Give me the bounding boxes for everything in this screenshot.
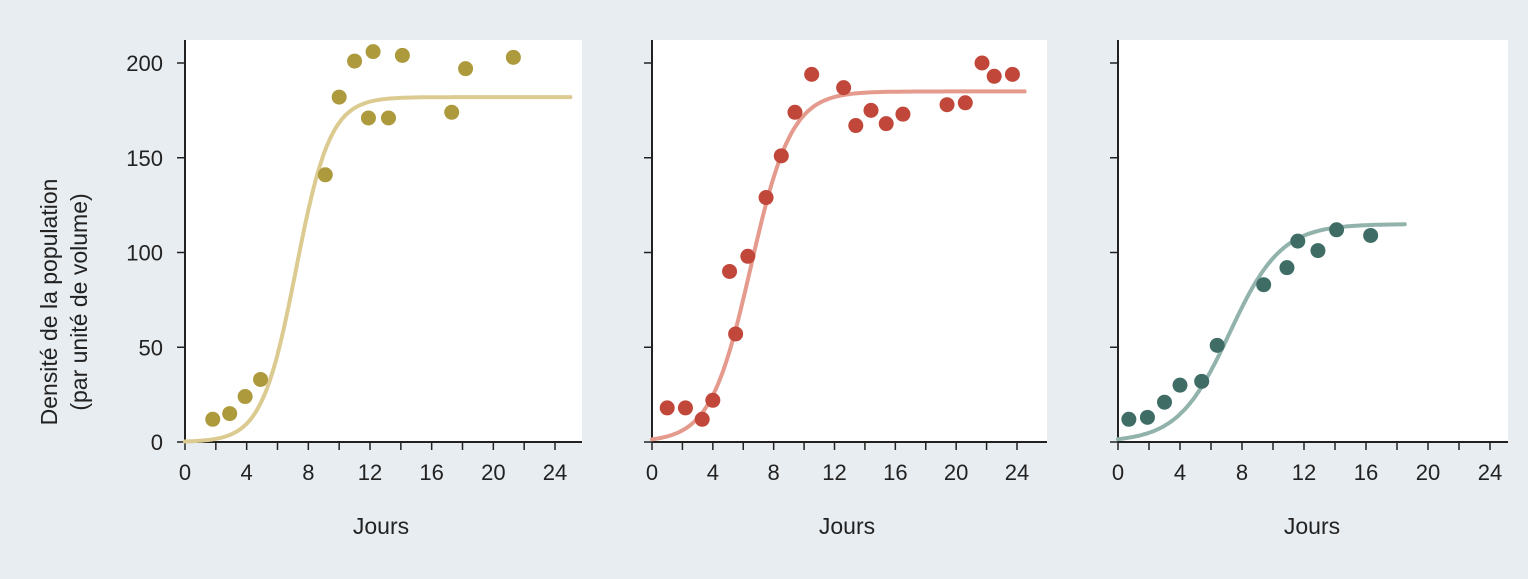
data-point: [365, 44, 381, 60]
x-tick-label: 24: [1005, 460, 1029, 485]
x-tick-label: 12: [822, 460, 846, 485]
data-point: [1157, 394, 1172, 410]
data-point: [1329, 222, 1345, 238]
x-tick-label: 0: [1112, 460, 1124, 485]
data-point: [1310, 243, 1326, 259]
y-axis-title-line2: (par unité de volume): [66, 193, 92, 410]
data-point: [722, 263, 738, 279]
y-tick-label: 200: [126, 51, 163, 76]
data-point: [974, 55, 990, 71]
x-tick-label: 16: [1354, 460, 1378, 485]
data-point: [677, 400, 693, 416]
data-point: [505, 49, 521, 65]
y-tick-label: 0: [151, 430, 163, 455]
x-tick-label: 16: [883, 460, 907, 485]
data-point: [1209, 337, 1225, 353]
data-point: [1279, 260, 1295, 276]
data-point: [1121, 411, 1137, 427]
y-tick-label: 100: [126, 241, 163, 266]
x-tick-label: 24: [543, 460, 567, 485]
x-tick-label: 0: [179, 460, 191, 485]
x-axis-title-2: Jours: [819, 513, 875, 539]
data-point: [1290, 233, 1306, 249]
x-axis-title-3: Jours: [1284, 513, 1340, 539]
data-point: [878, 116, 894, 132]
x-tick-label: 12: [1292, 460, 1316, 485]
chart-panel-1: Densité de la population (par unité de v…: [36, 40, 582, 539]
data-point: [317, 167, 333, 183]
data-point: [381, 110, 396, 126]
data-point: [863, 102, 879, 118]
plot-area-2: [652, 40, 1047, 442]
data-point: [740, 248, 756, 264]
y-tick-label: 50: [139, 335, 163, 360]
data-point: [347, 53, 363, 69]
data-point: [773, 148, 789, 164]
plot-area-3: [1118, 40, 1508, 442]
data-point: [705, 392, 721, 408]
x-tick-label: 8: [1236, 460, 1248, 485]
data-point: [1256, 277, 1272, 293]
x-tick-label: 4: [707, 460, 719, 485]
data-point: [1363, 227, 1379, 243]
data-point: [728, 326, 744, 342]
data-point: [957, 95, 973, 111]
data-point: [939, 97, 955, 113]
data-point: [986, 68, 1002, 84]
data-point: [895, 106, 911, 122]
data-point: [331, 89, 347, 105]
chart-panel-3: Jours 0 4 8 12 16 20 24: [1110, 40, 1508, 539]
fitted-curve: [1116, 222, 1407, 442]
data-point: [394, 47, 410, 63]
data-point: [1004, 66, 1020, 82]
data-point: [253, 371, 269, 387]
data-point: [360, 110, 376, 126]
x-tick-label: 4: [1174, 460, 1186, 485]
data-point: [444, 104, 460, 120]
data-point: [787, 104, 803, 120]
data-point: [804, 66, 820, 82]
x-tick-label: 0: [646, 460, 658, 485]
x-tick-label: 20: [481, 460, 505, 485]
x-tick-label: 16: [419, 460, 443, 485]
plot-area-1: [185, 40, 582, 442]
x-tick-label: 20: [1416, 460, 1440, 485]
x-tick-label: 20: [944, 460, 968, 485]
x-tick-label: 12: [358, 460, 382, 485]
data-point: [222, 406, 238, 422]
data-point: [1139, 409, 1155, 425]
fitted-curve: [650, 89, 1027, 442]
x-tick-label: 4: [241, 460, 253, 485]
data-point: [205, 411, 221, 427]
x-tick-label: 8: [302, 460, 314, 485]
data-point: [848, 118, 864, 134]
y-axis-title-line1: Densité de la population: [36, 179, 62, 426]
data-point: [659, 400, 675, 416]
data-point: [1194, 373, 1210, 389]
data-point: [694, 411, 710, 427]
data-point: [1172, 377, 1188, 393]
x-tick-label: 8: [768, 460, 780, 485]
x-axis-title-1: Jours: [353, 513, 409, 539]
chart-panel-2: Jours 0 4 8 12 16 20 24: [644, 40, 1047, 539]
data-point: [836, 80, 852, 96]
y-tick-label: 150: [126, 146, 163, 171]
data-point: [458, 61, 474, 77]
data-point: [237, 389, 253, 405]
data-point: [758, 190, 774, 206]
fitted-curve: [183, 95, 573, 444]
x-tick-label: 24: [1478, 460, 1502, 485]
